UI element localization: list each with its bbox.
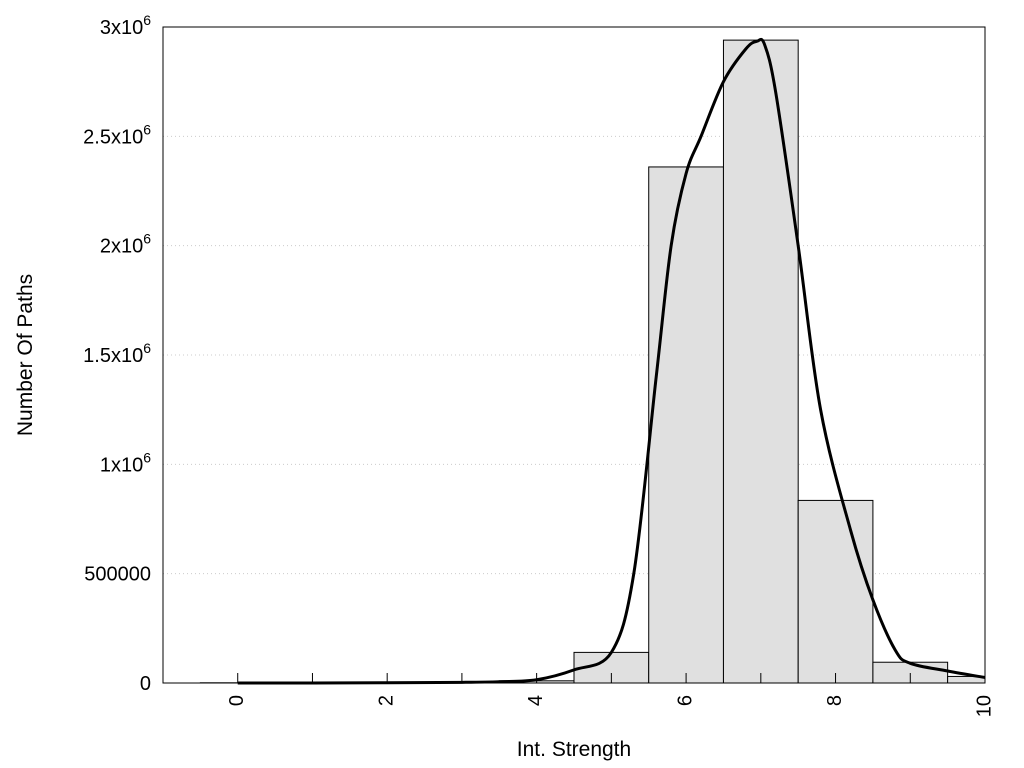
- x-tick-labels: 0 2 4 6 8 10: [226, 695, 995, 717]
- y-tick-label-base: 1x10: [100, 454, 143, 476]
- y-tick-label-base: 2x10: [100, 236, 143, 258]
- y-axis-title: Number Of Paths: [14, 274, 37, 436]
- y-tick-label: 3x106: [100, 12, 151, 39]
- y-tick-label-exponent: 6: [143, 340, 151, 356]
- fit-curve-line: [237, 37, 986, 685]
- histogram-bar: [722, 39, 799, 684]
- y-tick-label: 1.5x106: [83, 340, 151, 367]
- y-tick-label-exponent: 6: [143, 12, 151, 28]
- y-tick-label-base: 500000: [84, 564, 151, 586]
- y-tick-label-base: 1.5x10: [83, 345, 143, 367]
- x-tick-label: 8: [824, 695, 846, 706]
- x-tick-label: 4: [525, 695, 547, 706]
- histogram-bar: [797, 499, 874, 684]
- plot-frame: [162, 26, 986, 684]
- bars: [199, 39, 986, 684]
- x-tick-label: 10: [973, 695, 995, 717]
- y-tick-label: 2.5x106: [83, 121, 151, 148]
- y-tick-label-exponent: 6: [143, 231, 151, 247]
- fit-curve: [237, 37, 986, 685]
- y-tick-label: 0: [140, 673, 151, 695]
- y-tick-label: 500000: [84, 564, 151, 586]
- y-tick-label-exponent: 6: [143, 449, 151, 465]
- y-tick-label-base: 0: [140, 673, 151, 695]
- x-axis-title: Int. Strength: [517, 738, 631, 761]
- x-tick-label: 2: [375, 695, 397, 706]
- y-tick-label-exponent: 6: [143, 121, 151, 137]
- x-tick-label: 0: [226, 695, 248, 706]
- y-tick-label: 2x106: [100, 231, 151, 258]
- x-tick-label: 6: [674, 695, 696, 706]
- y-tick-label-base: 3x10: [100, 17, 143, 39]
- y-tick-label: 1x106: [100, 449, 151, 476]
- histogram-bar: [648, 166, 724, 684]
- y-tick-label-base: 2.5x10: [83, 126, 143, 148]
